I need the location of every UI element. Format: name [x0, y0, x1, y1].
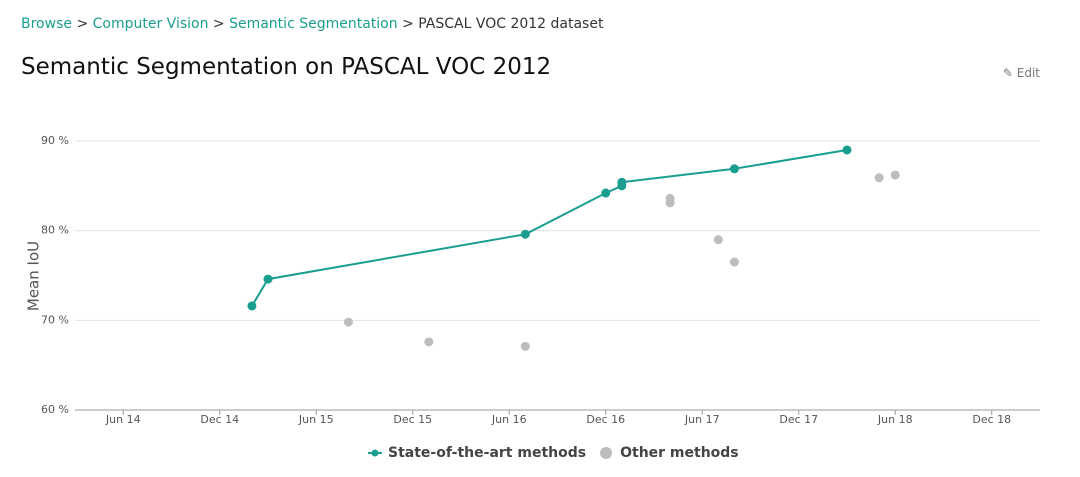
data-point	[842, 145, 852, 155]
data-point	[729, 164, 739, 174]
y-axis-label: Mean IoU	[25, 241, 43, 311]
data-point	[520, 229, 530, 239]
crumb-link[interactable]: Computer Vision	[92, 16, 209, 32]
y-tick-label: 60 %	[41, 403, 69, 416]
data-point	[713, 235, 723, 245]
y-tick-label: 80 %	[41, 224, 69, 237]
x-tick-label: Dec 17	[779, 413, 818, 426]
data-point	[617, 177, 627, 187]
x-tick-label: Dec 18	[972, 413, 1011, 426]
x-tick-label: Dec 16	[586, 413, 625, 426]
data-point	[874, 173, 884, 183]
x-tick-label: Dec 15	[393, 413, 432, 426]
edit-link[interactable]: ✎ Edit	[1002, 66, 1040, 80]
legend-label: State-of-the-art methods	[388, 445, 586, 461]
data-point	[729, 257, 739, 267]
x-tick-label: Jun 15	[298, 413, 334, 426]
series-line	[251, 148, 848, 307]
data-point	[890, 170, 900, 180]
data-point	[247, 301, 257, 311]
crumb-separator: >	[76, 16, 89, 32]
legend-label: Other methods	[620, 445, 739, 461]
data-point	[424, 337, 434, 347]
x-tick-label: Jun 17	[684, 413, 720, 426]
data-point	[665, 193, 675, 203]
crumb-separator: >	[212, 16, 225, 32]
crumb-link[interactable]: Browse	[21, 16, 72, 32]
legend-marker	[371, 449, 379, 457]
x-tick-label: Dec 14	[200, 413, 239, 426]
crumb-separator: >	[402, 16, 414, 32]
crumb-link[interactable]: Semantic Segmentation	[229, 16, 398, 32]
page-title: Semantic Segmentation on PASCAL VOC 2012	[21, 54, 552, 80]
data-point	[343, 317, 353, 327]
data-point	[601, 188, 611, 198]
x-tick-label: Jun 18	[877, 413, 913, 426]
y-tick-label: 90 %	[41, 134, 69, 147]
crumb-current: PASCAL VOC 2012 dataset	[418, 16, 604, 32]
data-point	[520, 341, 530, 351]
breadcrumb: Browse > Computer Vision > Semantic Segm…	[21, 16, 603, 32]
x-tick-label: Jun 14	[105, 413, 141, 426]
data-point	[263, 274, 273, 284]
y-tick-label: 70 %	[41, 313, 69, 326]
edit-label: Edit	[1016, 66, 1040, 80]
x-tick-label: Jun 16	[491, 413, 527, 426]
legend-marker	[600, 447, 613, 459]
